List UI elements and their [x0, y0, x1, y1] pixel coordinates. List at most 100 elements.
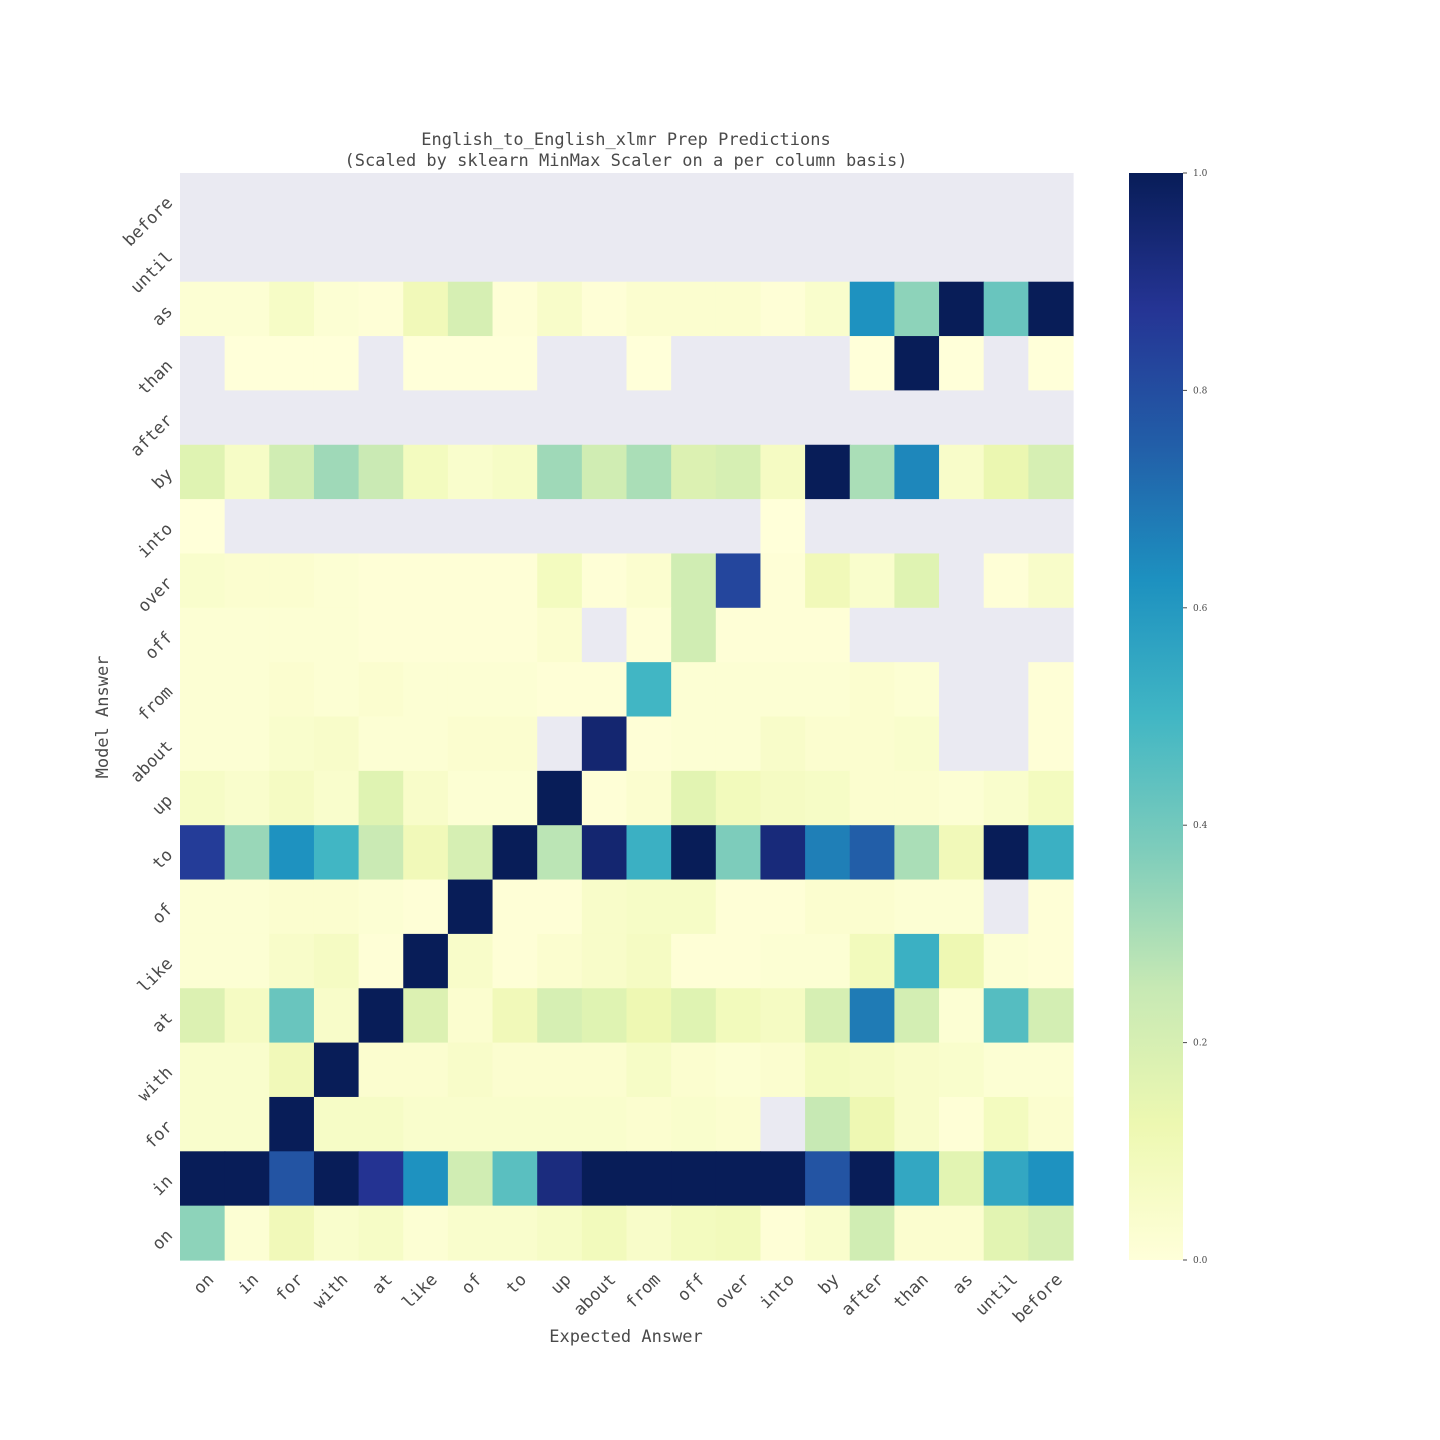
heatmap-cell	[849, 173, 895, 228]
colorbar-ticks: 0.0 0.2 0.4 0.6 0.8 1.0	[1183, 169, 1208, 1266]
heatmap-cell	[715, 444, 762, 500]
heatmap-cell	[269, 1096, 315, 1152]
y-tick-label: up	[148, 791, 177, 820]
heatmap-cell	[671, 336, 717, 391]
heatmap-cell	[447, 716, 494, 772]
heatmap-cell	[715, 1042, 762, 1098]
chart-subtitle: (Scaled by sklearn MinMax Scaler on a pe…	[345, 151, 908, 171]
heatmap-cell	[849, 770, 895, 826]
heatmap-cell	[447, 444, 494, 500]
chart-title: English_to_English_xlmr Prep Predictions	[421, 130, 830, 150]
heatmap-cell	[939, 988, 985, 1044]
heatmap-cell	[1028, 173, 1074, 228]
heatmap-cell	[403, 662, 449, 718]
heatmap-cell	[313, 553, 360, 609]
heatmap-cell	[313, 1042, 360, 1098]
heatmap-cell	[805, 444, 851, 500]
x-tick-label: by	[815, 1270, 844, 1299]
heatmap-cell	[939, 1205, 985, 1261]
heatmap-cell	[358, 933, 404, 989]
y-tick-label: at	[148, 1008, 177, 1037]
heatmap-cell	[269, 607, 315, 663]
heatmap-cell	[358, 607, 404, 663]
x-tick-label: than	[890, 1270, 933, 1313]
heatmap-cell	[492, 825, 538, 881]
heatmap-cell	[715, 716, 762, 772]
heatmap-cell	[492, 933, 538, 989]
x-tick-label: before	[1009, 1270, 1067, 1328]
heatmap-cell	[358, 390, 404, 446]
heatmap-cell	[760, 825, 806, 881]
heatmap-cell	[1028, 1151, 1074, 1207]
heatmap-cell	[715, 553, 762, 609]
heatmap-cell	[180, 770, 226, 826]
heatmap-cell	[626, 879, 672, 935]
heatmap-cell	[626, 227, 672, 283]
heatmap-cell	[760, 1205, 806, 1261]
heatmap-cell	[894, 933, 940, 989]
heatmap-cell	[358, 1205, 404, 1261]
heatmap-cell	[849, 662, 895, 718]
heatmap-cell	[581, 988, 628, 1044]
heatmap-cell	[939, 553, 985, 609]
heatmap-cell	[180, 662, 226, 718]
heatmap-cell	[447, 933, 494, 989]
heatmap-cell	[626, 444, 672, 500]
heatmap-cell	[492, 553, 538, 609]
heatmap-cell	[805, 281, 851, 337]
heatmap-cell	[939, 499, 985, 555]
heatmap-cell	[1028, 553, 1074, 609]
heatmap-cell	[805, 933, 851, 989]
heatmap-cell	[358, 770, 404, 826]
heatmap-cell	[224, 281, 270, 337]
heatmap-cell	[983, 227, 1029, 283]
heatmap-cell	[939, 281, 985, 337]
heatmap-cell	[358, 879, 404, 935]
heatmap-cell	[224, 1205, 270, 1261]
heatmap-cell	[537, 770, 583, 826]
heatmap-cell	[447, 336, 494, 391]
x-tick-label: after	[838, 1270, 888, 1320]
heatmap-cell	[894, 553, 940, 609]
heatmap-cell	[671, 770, 717, 826]
heatmap-cell	[447, 988, 494, 1044]
heatmap-cell	[939, 879, 985, 935]
heatmap-cell	[715, 933, 762, 989]
heatmap-cell	[492, 879, 538, 935]
heatmap-cell	[313, 716, 360, 772]
heatmap-cell	[224, 173, 270, 228]
heatmap-cell	[581, 825, 628, 881]
heatmap-cell	[983, 1151, 1029, 1207]
heatmap-cell	[626, 988, 672, 1044]
heatmap-cell	[537, 662, 583, 718]
heatmap-cell	[403, 825, 449, 881]
heatmap-cell	[760, 444, 806, 500]
heatmap-cell	[180, 499, 226, 555]
heatmap-cell	[1028, 1205, 1074, 1261]
heatmap-cell	[269, 336, 315, 391]
heatmap-cell	[894, 390, 940, 446]
heatmap-cell	[447, 1205, 494, 1261]
heatmap-cell	[983, 933, 1029, 989]
heatmap-cell	[269, 553, 315, 609]
heatmap-cell	[1028, 499, 1074, 555]
y-tick-label: from	[134, 682, 177, 725]
heatmap-cell	[805, 825, 851, 881]
heatmap-cell	[492, 662, 538, 718]
heatmap-cell	[313, 227, 360, 283]
heatmap-cell	[671, 227, 717, 283]
heatmap-cell	[894, 444, 940, 500]
heatmap-cell	[715, 1096, 762, 1152]
heatmap-cell	[626, 1151, 672, 1207]
heatmap-cell	[269, 281, 315, 337]
heatmap-cell	[894, 988, 940, 1044]
heatmap-cell	[894, 879, 940, 935]
heatmap-cell	[671, 607, 717, 663]
heatmap-cell	[939, 716, 985, 772]
heatmap-cell	[447, 390, 494, 446]
y-tick-label: before	[119, 193, 177, 251]
heatmap-cell	[581, 1096, 628, 1152]
heatmap-cell	[849, 1151, 895, 1207]
heatmap-cell	[313, 499, 360, 555]
